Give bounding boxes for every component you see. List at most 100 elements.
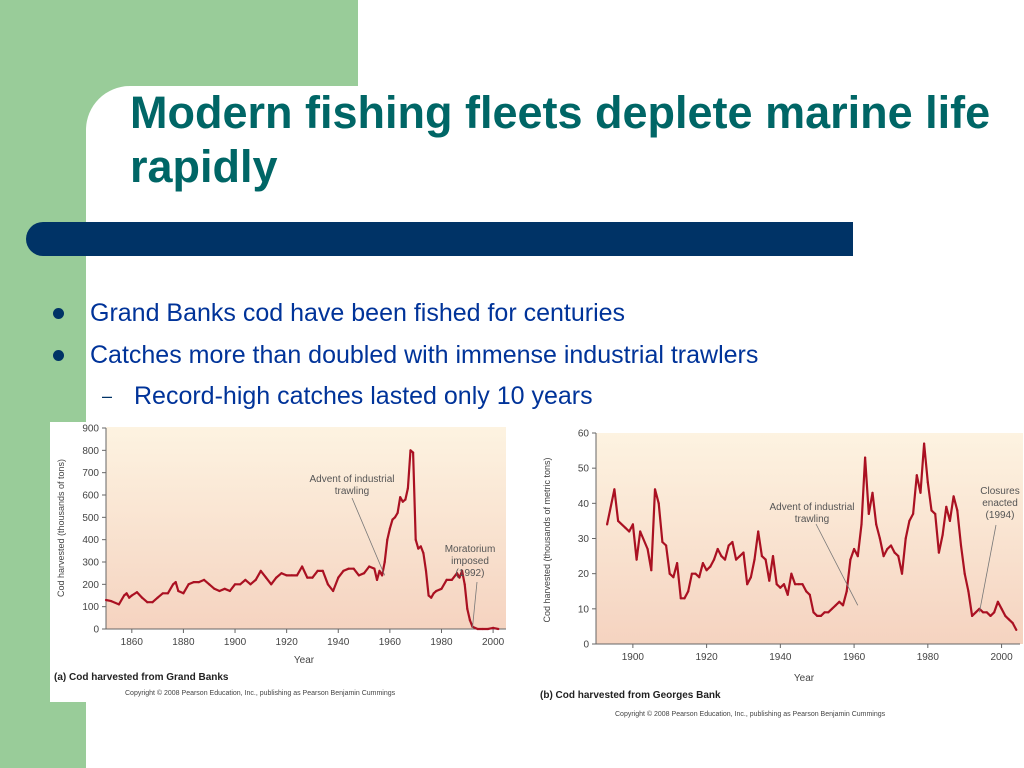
data-point [295,574,299,577]
data-point [128,596,131,599]
data-point [882,555,885,558]
data-point [617,519,620,522]
data-point [912,512,915,515]
data-point [727,544,730,547]
data-point [461,569,464,572]
data-point [187,583,190,586]
chart-title: (a) Cod harvested from Grand Banks [54,672,229,683]
data-point [971,614,974,617]
data-point [151,601,154,604]
data-point [786,593,789,596]
data-point [794,583,797,586]
annotation-leader [351,497,386,576]
data-point [332,589,335,593]
data-point [228,589,231,593]
data-point [908,519,911,522]
data-point [432,592,435,595]
data-point [841,604,845,607]
data-point [753,558,756,561]
data-point [417,547,420,550]
data-point [352,567,355,570]
y-tick-label: 800 [82,446,99,457]
data-point [182,592,185,595]
data-point [383,560,386,564]
data-point [481,627,484,631]
data-point [665,544,668,547]
data-point [259,569,262,572]
georges-bank-chart: 0 10 20 30 40 50 60 1900 1920 1940 1960 1980 2000 Ye… [537,425,1024,720]
data-point [834,604,837,607]
data-point [342,569,345,572]
annotation-leader [472,581,478,628]
bullet-text: Grand Banks cod have been fished for cen… [90,299,626,327]
data-point [631,523,634,526]
data-point [104,598,108,602]
annotation-leader [815,523,859,606]
annotation-line: trawling [335,486,369,497]
data-point [819,614,822,617]
data-point [919,491,922,494]
annotation-label: Advent of industrial trawling [309,474,394,497]
data-point [110,600,113,603]
data-point [808,593,811,596]
data-point [1011,621,1014,624]
data-point [897,555,900,558]
data-point [746,583,749,586]
data-point [1007,618,1010,621]
data-point [646,547,649,551]
data-point [254,578,257,581]
data-point [941,533,944,537]
data-point [661,540,664,544]
data-point [373,567,376,570]
data-point [893,551,896,554]
annotation-label: Advent of industrial trawling [769,502,854,525]
data-point [427,594,430,597]
data-point [613,488,616,491]
data-point [357,574,360,577]
data-point [388,527,391,530]
data-point [396,511,399,514]
data-point [445,578,448,581]
y-tick-label: 600 [82,491,99,502]
annotation-label: Moratorium imposed (1992) [445,544,496,579]
x-tick-label: 1860 [121,637,144,648]
data-point [476,627,479,631]
data-point [386,538,389,541]
data-point [720,555,723,558]
data-point [676,562,679,565]
data-point [197,581,200,584]
series-line [105,449,499,631]
data-point [989,614,992,617]
data-point [326,583,329,586]
data-point [368,565,371,568]
annotation-line: imposed [451,556,489,567]
y-tick-label: 30 [578,534,590,545]
data-point [687,590,690,593]
x-axis-label: Year [294,655,315,666]
data-point [830,607,834,610]
data-point [123,594,126,597]
data-point [639,530,642,533]
data-point [244,578,247,581]
data-point [709,565,712,568]
data-point [270,583,273,586]
y-tick-label: 200 [82,580,99,591]
y-tick-label: 0 [93,625,99,636]
data-point [497,627,500,631]
bullet-dot-icon [53,350,64,361]
data-point [875,523,878,526]
annotation-leader [979,524,997,613]
data-point [375,578,379,581]
data-point [712,558,716,561]
x-tick-label: 1980 [917,652,940,663]
data-point [125,592,128,595]
data-point [290,574,293,577]
sub-bullet-item: – Record-high catches lasted only 10 year… [50,378,758,418]
data-point [275,576,278,579]
data-point [849,558,852,561]
y-axis-label: Cod harvested (thousands of tons) [56,459,66,597]
data-point [867,512,870,515]
annotation-label: Closures enacted (1994) [980,486,1019,521]
y-axis-label: Cod harvested (thousands of metric tons) [542,457,552,622]
